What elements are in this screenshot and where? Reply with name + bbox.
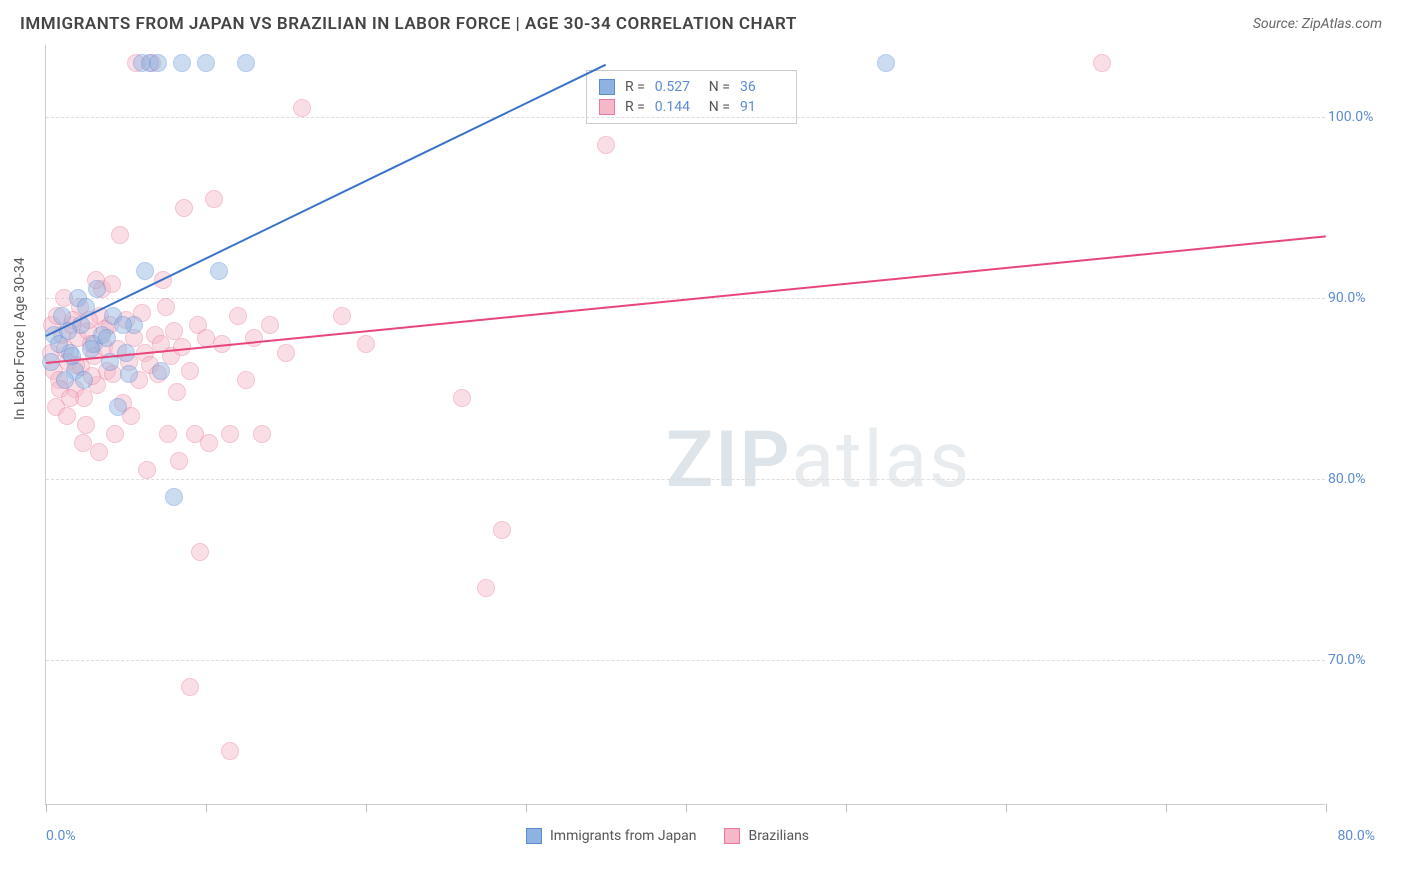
stat-r-label: R =	[625, 99, 645, 115]
scatter-point	[98, 329, 116, 347]
scatter-point	[357, 335, 375, 353]
chart-title: IMMIGRANTS FROM JAPAN VS BRAZILIAN IN LA…	[20, 14, 797, 34]
stat-n-value: 91	[740, 99, 784, 115]
scatter-point	[477, 579, 495, 597]
y-tick-label: 70.0%	[1328, 652, 1380, 668]
stat-n-value: 36	[740, 79, 784, 95]
scatter-point	[197, 54, 215, 72]
scatter-point	[221, 742, 239, 760]
scatter-point	[106, 425, 124, 443]
watermark-rest: atlas	[792, 415, 972, 506]
legend-label: Brazilians	[748, 828, 809, 844]
stats-box: R = 0.527 N = 36 R = 0.144 N = 91	[586, 70, 797, 124]
scatter-point	[237, 371, 255, 389]
y-tick-label: 100.0%	[1328, 109, 1380, 125]
x-tick	[1326, 804, 1327, 812]
scatter-point	[165, 322, 183, 340]
x-tick	[366, 804, 367, 812]
scatter-point	[165, 488, 183, 506]
scatter-point	[61, 389, 79, 407]
stat-n-label: N =	[709, 79, 730, 95]
scatter-point	[293, 99, 311, 117]
scatter-point	[221, 425, 239, 443]
stat-r-label: R =	[625, 79, 645, 95]
scatter-point	[597, 136, 615, 154]
stats-row: R = 0.527 N = 36	[599, 77, 784, 97]
x-tick	[686, 804, 687, 812]
scatter-point	[453, 389, 471, 407]
legend-swatch	[599, 99, 615, 115]
scatter-point	[82, 340, 100, 358]
x-tick	[206, 804, 207, 812]
scatter-point	[75, 371, 93, 389]
legend-item: Immigrants from Japan	[526, 828, 696, 844]
scatter-point	[237, 54, 255, 72]
stat-r-value: 0.527	[655, 79, 699, 95]
x-tick-label-left: 0.0%	[46, 828, 76, 844]
scatter-point	[181, 362, 199, 380]
scatter-point	[136, 262, 154, 280]
scatter-point	[56, 371, 74, 389]
scatter-point	[493, 521, 511, 539]
x-tick-label-right: 80.0%	[1337, 828, 1375, 844]
scatter-point	[152, 362, 170, 380]
scatter-point	[1093, 54, 1111, 72]
legend-label: Immigrants from Japan	[550, 828, 696, 844]
x-tick	[846, 804, 847, 812]
scatter-point	[77, 416, 95, 434]
scatter-point	[170, 452, 188, 470]
y-tick-label: 90.0%	[1328, 290, 1380, 306]
watermark: ZIPatlas	[666, 415, 971, 506]
gridline	[46, 479, 1325, 480]
regression-line	[46, 63, 607, 336]
gridline	[46, 117, 1325, 118]
scatter-point	[261, 316, 279, 334]
stat-n-label: N =	[709, 99, 730, 115]
y-axis-label: In Labor Force | Age 30-34	[12, 257, 28, 420]
scatter-point	[111, 226, 129, 244]
scatter-point	[877, 54, 895, 72]
scatter-point	[114, 316, 132, 334]
scatter-point	[90, 443, 108, 461]
scatter-point	[109, 398, 127, 416]
scatter-point	[245, 329, 263, 347]
scatter-point	[88, 280, 106, 298]
legend-item: Brazilians	[724, 828, 809, 844]
legend-swatch	[724, 828, 740, 844]
scatter-point	[229, 307, 247, 325]
scatter-point	[175, 199, 193, 217]
scatter-point	[138, 461, 156, 479]
legend-swatch	[599, 79, 615, 95]
gridline	[46, 660, 1325, 661]
scatter-point	[333, 307, 351, 325]
scatter-point	[253, 425, 271, 443]
scatter-point	[210, 262, 228, 280]
y-tick-label: 80.0%	[1328, 471, 1380, 487]
scatter-point	[168, 383, 186, 401]
watermark-bold: ZIP	[666, 415, 792, 506]
scatter-point	[191, 543, 209, 561]
scatter-point	[149, 54, 167, 72]
stat-r-value: 0.144	[655, 99, 699, 115]
legend-swatch	[526, 828, 542, 844]
x-tick	[1166, 804, 1167, 812]
scatter-point	[159, 425, 177, 443]
scatter-point	[58, 407, 76, 425]
scatter-point	[205, 190, 223, 208]
scatter-point	[157, 298, 175, 316]
x-axis-legend: Immigrants from Japan Brazilians	[526, 828, 809, 844]
scatter-point	[277, 344, 295, 362]
scatter-point	[63, 347, 81, 365]
scatter-point	[200, 434, 218, 452]
scatter-point	[120, 365, 138, 383]
scatter-point	[173, 54, 191, 72]
x-tick	[526, 804, 527, 812]
stats-row: R = 0.144 N = 91	[599, 97, 784, 117]
x-tick	[46, 804, 47, 812]
plot-area: ZIPatlas R =0.527N =36R =0.144N =91 Immi…	[45, 45, 1325, 805]
scatter-point	[181, 678, 199, 696]
x-tick	[1006, 804, 1007, 812]
source-attribution: Source: ZipAtlas.com	[1253, 16, 1382, 32]
